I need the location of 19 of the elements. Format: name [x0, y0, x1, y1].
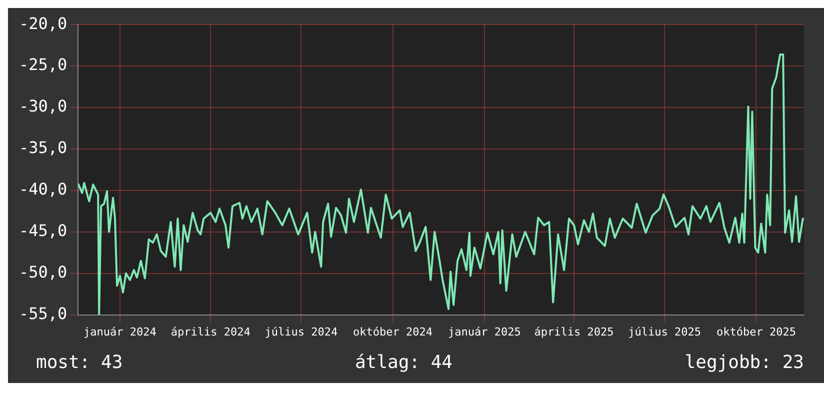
y-tick-label: -35,0 — [18, 138, 68, 158]
x-tick-label: január 2025 — [448, 325, 521, 338]
x-tick-label: október 2025 — [716, 325, 796, 338]
x-tick-label: július 2024 — [264, 325, 338, 338]
y-tick-label: -50,0 — [18, 262, 68, 282]
x-tick-label: április 2024 — [170, 325, 251, 338]
y-tick-label: -45,0 — [18, 221, 68, 240]
y-tick-label: -55,0 — [18, 304, 68, 323]
text: most: 43 — [36, 352, 123, 373]
y-tick-label: -30,0 — [18, 96, 68, 116]
y-tick-label: -25,0 — [18, 55, 68, 74]
x-tick-label: július 2025 — [628, 325, 702, 338]
text: legjobb: 23 — [684, 352, 804, 373]
x-tick-label: január 2024 — [84, 325, 157, 338]
text: átlag: 44 — [354, 352, 453, 373]
y-tick-label: -40,0 — [18, 180, 68, 199]
x-tick-label: április 2025 — [534, 325, 614, 338]
y-tick-label: -20,0 — [18, 14, 68, 33]
x-tick-label: október 2024 — [353, 325, 433, 338]
